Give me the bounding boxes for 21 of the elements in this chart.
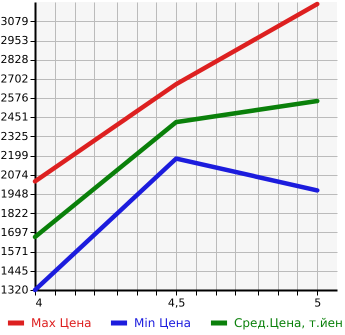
x-tick-label: 5: [314, 296, 322, 310]
y-tick-label: 3079: [0, 14, 28, 28]
x-tick-label: 4: [36, 296, 42, 310]
y-tick-label: 1445: [0, 264, 28, 278]
legend-label: Сред.Цена, т.йен: [234, 316, 343, 330]
x-tick-label: 4,5: [168, 296, 186, 310]
y-tick-label: 2828: [0, 53, 28, 66]
y-tick-label: 1948: [0, 188, 28, 201]
y-tick-label: 2199: [0, 149, 28, 162]
y-tick-label: 2325: [0, 130, 28, 143]
y-tick-label: 2451: [0, 110, 28, 124]
legend-label: Min Цена: [134, 316, 192, 330]
y-tick-label: 1697: [0, 226, 28, 239]
y-tick-label: 1571: [0, 245, 28, 258]
y-tick-label: 2702: [0, 72, 28, 86]
y-tick-label: 2074: [0, 168, 28, 182]
y-tick-label: 1822: [0, 206, 28, 220]
y-tick-label: 2576: [0, 92, 28, 105]
y-tick-label: 2953: [0, 34, 28, 47]
legend-label: Max Цена: [31, 316, 92, 330]
y-tick-label: 1320: [0, 284, 28, 296]
